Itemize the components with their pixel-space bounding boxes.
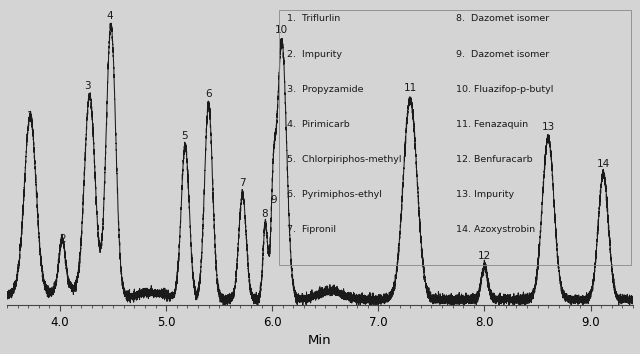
Text: 12: 12 xyxy=(478,251,491,261)
Text: 1: 1 xyxy=(27,111,34,121)
Text: 7.  Fipronil: 7. Fipronil xyxy=(287,225,336,234)
Text: 10. Fluazifop-p-butyl: 10. Fluazifop-p-butyl xyxy=(456,85,554,94)
Text: 4: 4 xyxy=(107,11,113,21)
Text: 2.  Impurity: 2. Impurity xyxy=(287,50,342,58)
Text: 14: 14 xyxy=(596,159,610,169)
Text: 11. Fenazaquin: 11. Fenazaquin xyxy=(456,120,529,129)
Text: 9: 9 xyxy=(270,195,276,205)
Text: 8.  Dazomet isomer: 8. Dazomet isomer xyxy=(456,15,550,23)
Text: 4.  Pirimicarb: 4. Pirimicarb xyxy=(287,120,349,129)
Text: 9.  Dazomet isomer: 9. Dazomet isomer xyxy=(456,50,550,58)
Text: 8: 8 xyxy=(262,209,268,219)
X-axis label: Min: Min xyxy=(308,334,332,347)
Text: 5.  Chlorpiriphos-methyl: 5. Chlorpiriphos-methyl xyxy=(287,155,401,164)
Text: 7: 7 xyxy=(239,178,246,188)
Text: 6.  Pyrimiphos-ethyl: 6. Pyrimiphos-ethyl xyxy=(287,190,381,199)
Text: 1.  Triflurlin: 1. Triflurlin xyxy=(287,15,340,23)
Text: 3: 3 xyxy=(84,80,91,91)
Text: 10: 10 xyxy=(275,25,289,35)
Text: 13. Impurity: 13. Impurity xyxy=(456,190,515,199)
Text: 5: 5 xyxy=(181,131,188,141)
Text: 6: 6 xyxy=(205,89,212,99)
Text: 12. Benfuracarb: 12. Benfuracarb xyxy=(456,155,533,164)
Text: 11: 11 xyxy=(404,83,417,93)
Text: 2: 2 xyxy=(59,234,65,244)
Text: 13: 13 xyxy=(541,122,555,132)
Text: 14. Azoxystrobin: 14. Azoxystrobin xyxy=(456,225,536,234)
Text: 3.  Propyzamide: 3. Propyzamide xyxy=(287,85,364,94)
